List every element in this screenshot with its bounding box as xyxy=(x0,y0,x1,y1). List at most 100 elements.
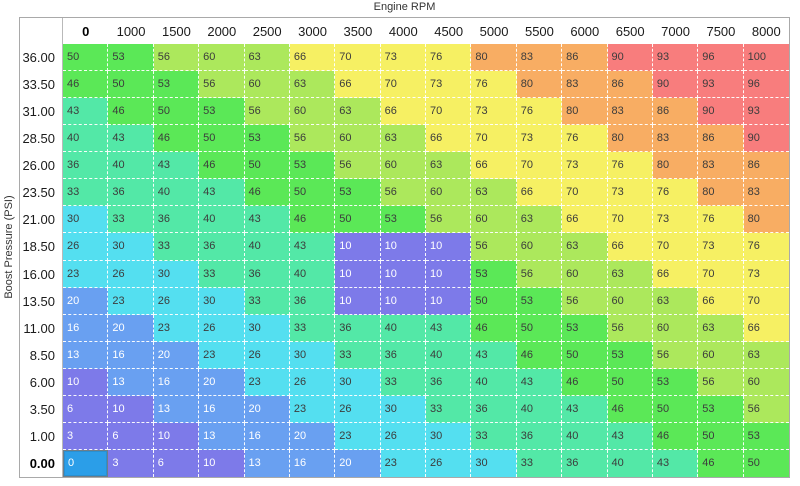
table-cell[interactable]: 56 xyxy=(153,44,200,72)
table-cell[interactable]: 73 xyxy=(380,44,426,72)
table-cell[interactable]: 6 xyxy=(63,395,109,423)
table-cell[interactable]: 83 xyxy=(516,44,563,72)
table-cell[interactable]: 40 xyxy=(471,368,517,396)
table-cell[interactable]: 96 xyxy=(743,71,789,99)
table-cell[interactable]: 10 xyxy=(380,260,426,288)
table-cell[interactable]: 60 xyxy=(335,125,381,153)
table-cell[interactable]: 56 xyxy=(607,314,653,342)
table-cell[interactable]: 33 xyxy=(335,341,381,369)
table-cell[interactable]: 50 xyxy=(108,71,154,99)
table-cell[interactable]: 46 xyxy=(108,98,154,126)
table-cell[interactable]: 10 xyxy=(426,233,472,261)
table-cell[interactable]: 43 xyxy=(562,395,608,423)
table-cell[interactable]: 46 xyxy=(153,125,200,153)
table-cell[interactable]: 10 xyxy=(63,368,109,396)
table-cell[interactable]: 10 xyxy=(380,287,426,315)
table-cell[interactable]: 66 xyxy=(289,44,336,72)
table-cell[interactable]: 56 xyxy=(698,368,744,396)
table-cell[interactable]: 50 xyxy=(335,206,381,234)
table-cell[interactable]: 43 xyxy=(153,152,200,180)
table-cell[interactable]: 53 xyxy=(743,422,789,450)
table-cell[interactable]: 76 xyxy=(652,179,699,207)
table-cell[interactable]: 13 xyxy=(244,449,290,477)
table-cell[interactable]: 30 xyxy=(380,395,426,423)
table-cell[interactable]: 83 xyxy=(743,179,789,207)
table-cell[interactable]: 36 xyxy=(335,314,381,342)
table-cell[interactable]: 20 xyxy=(199,368,245,396)
table-cell[interactable]: 66 xyxy=(335,71,381,99)
table-cell[interactable]: 20 xyxy=(108,314,154,342)
table-cell[interactable]: 46 xyxy=(516,341,563,369)
table-cell[interactable]: 50 xyxy=(743,449,789,477)
table-cell[interactable]: 56 xyxy=(380,179,426,207)
table-cell[interactable]: 80 xyxy=(652,152,699,180)
table-cell[interactable]: 30 xyxy=(289,341,336,369)
table-cell[interactable]: 93 xyxy=(698,71,744,99)
table-cell[interactable]: 90 xyxy=(743,125,789,153)
table-cell[interactable]: 70 xyxy=(380,71,426,99)
table-cell[interactable]: 30 xyxy=(153,260,200,288)
table-cell[interactable]: 46 xyxy=(289,206,336,234)
table-cell[interactable]: 43 xyxy=(289,233,336,261)
table-cell[interactable]: 16 xyxy=(289,449,336,477)
table-cell[interactable]: 33 xyxy=(289,314,336,342)
table-cell[interactable]: 76 xyxy=(516,98,563,126)
table-cell[interactable]: 43 xyxy=(607,422,653,450)
table-cell[interactable]: 76 xyxy=(471,71,517,99)
table-cell[interactable]: 56 xyxy=(335,152,381,180)
table-cell[interactable]: 40 xyxy=(199,206,245,234)
table-cell[interactable]: 53 xyxy=(652,368,699,396)
table-cell[interactable]: 53 xyxy=(153,71,200,99)
table-cell[interactable]: 93 xyxy=(652,44,699,72)
table-cell[interactable]: 50 xyxy=(153,98,200,126)
table-cell[interactable]: 70 xyxy=(562,179,608,207)
table-cell[interactable]: 60 xyxy=(607,287,653,315)
table-cell[interactable]: 90 xyxy=(652,71,699,99)
table-cell[interactable]: 83 xyxy=(652,125,699,153)
table-cell[interactable]: 96 xyxy=(698,44,744,72)
table-cell[interactable]: 10 xyxy=(108,395,154,423)
table-cell[interactable]: 76 xyxy=(607,152,653,180)
table-cell[interactable]: 80 xyxy=(698,179,744,207)
table-cell[interactable]: 13 xyxy=(63,341,109,369)
table-cell[interactable]: 10 xyxy=(335,260,381,288)
table-cell[interactable]: 53 xyxy=(199,98,245,126)
table-cell[interactable]: 56 xyxy=(743,395,789,423)
table-cell[interactable]: 56 xyxy=(289,125,336,153)
table-cell[interactable]: 36 xyxy=(153,206,200,234)
table-cell-selected[interactable]: 0 xyxy=(63,449,109,477)
table-cell[interactable]: 10 xyxy=(426,287,472,315)
table-cell[interactable]: 86 xyxy=(743,152,789,180)
table-cell[interactable]: 60 xyxy=(652,314,699,342)
table-cell[interactable]: 70 xyxy=(335,44,381,72)
table-cell[interactable]: 60 xyxy=(698,341,744,369)
table-cell[interactable]: 26 xyxy=(426,449,472,477)
table-cell[interactable]: 60 xyxy=(199,44,245,72)
table-cell[interactable]: 70 xyxy=(516,152,563,180)
table-cell[interactable]: 13 xyxy=(199,422,245,450)
table-cell[interactable]: 73 xyxy=(652,206,699,234)
table-cell[interactable]: 50 xyxy=(698,422,744,450)
table-cell[interactable]: 30 xyxy=(426,422,472,450)
table-cell[interactable]: 73 xyxy=(426,71,472,99)
table-cell[interactable]: 20 xyxy=(289,422,336,450)
table-cell[interactable]: 53 xyxy=(108,44,154,72)
table-cell[interactable]: 76 xyxy=(698,206,744,234)
table-cell[interactable]: 23 xyxy=(244,368,290,396)
table-cell[interactable]: 60 xyxy=(516,233,563,261)
table-cell[interactable]: 86 xyxy=(607,71,653,99)
table-cell[interactable]: 63 xyxy=(244,44,290,72)
table-cell[interactable]: 33 xyxy=(516,449,563,477)
table-cell[interactable]: 50 xyxy=(471,287,517,315)
table-cell[interactable]: 50 xyxy=(652,395,699,423)
table-cell[interactable]: 90 xyxy=(698,98,744,126)
table-cell[interactable]: 63 xyxy=(698,314,744,342)
table-cell[interactable]: 36 xyxy=(63,152,109,180)
table-cell[interactable]: 33 xyxy=(380,368,426,396)
table-cell[interactable]: 43 xyxy=(426,314,472,342)
table-cell[interactable]: 40 xyxy=(289,260,336,288)
table-cell[interactable]: 20 xyxy=(244,395,290,423)
table-cell[interactable]: 53 xyxy=(516,287,563,315)
table-cell[interactable]: 36 xyxy=(244,260,290,288)
table-cell[interactable]: 70 xyxy=(426,98,472,126)
